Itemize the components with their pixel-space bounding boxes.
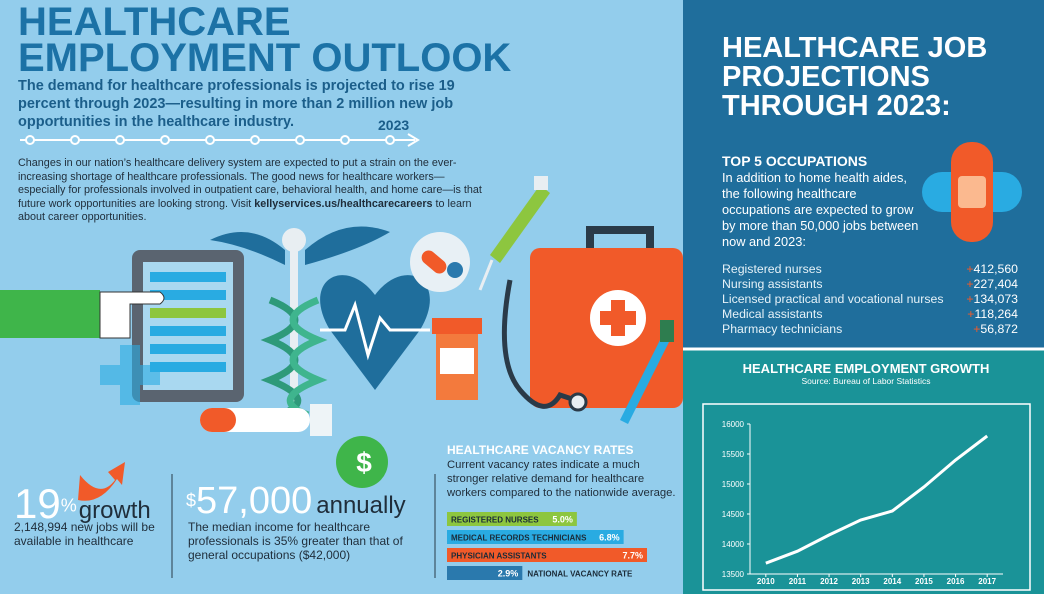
chart-title: HEALTHCARE EMPLOYMENT GROWTH [743, 361, 990, 376]
income-text: The median income for healthcare profess… [188, 520, 403, 562]
bar-value-label: 6.8% [599, 533, 620, 543]
x-tick-label: 2012 [820, 577, 838, 586]
income-stat: $57,000 annually [186, 480, 406, 523]
x-tick-label: 2017 [978, 577, 996, 586]
intro: Changes in our nation’s healthcare deliv… [18, 157, 488, 225]
bar [447, 548, 647, 562]
stat-unit: $ [186, 490, 197, 511]
growth-text: 2,148,994 new jobs will be available in … [14, 520, 155, 548]
projection-value: +118,264 [967, 307, 1018, 322]
occupation: Licensed practical and vocational nurses [722, 292, 944, 306]
number: 118,264 [974, 307, 1018, 321]
bar-category-label: PHYSICIAN ASSISTANTS [451, 552, 547, 561]
growth-chart-frame [702, 403, 1031, 591]
y-tick-label: 14500 [722, 510, 745, 519]
bar-value-label: 7.7% [622, 551, 643, 561]
bar [447, 512, 577, 526]
projection-row: Medical assistants +118,264 [722, 307, 1018, 322]
sign: + [966, 277, 974, 291]
x-tick-label: 2015 [915, 577, 933, 586]
y-tick-label: 15000 [722, 480, 745, 489]
bar-value-label: 5.0% [552, 515, 573, 525]
y-tick-label: 15500 [722, 450, 745, 459]
occupation: Pharmacy technicians [722, 322, 843, 336]
number: 134,073 [973, 292, 1018, 306]
y-tick-label: 13500 [722, 570, 745, 579]
projections-text: In addition to home health aides, the fo… [722, 170, 919, 249]
x-tick-label: 2010 [757, 577, 775, 586]
x-tick-label: 2016 [947, 577, 965, 586]
bar-value-label: 2.9% [498, 569, 519, 579]
x-tick-label: 2011 [789, 577, 807, 586]
stat-word: growth [78, 497, 151, 524]
bar [447, 566, 523, 580]
projections-title: HEALTHCARE JOB PROJECTIONS THROUGH 2023: [722, 32, 988, 122]
occupation: Nursing assistants [722, 277, 823, 291]
occupation: Medical assistants [722, 307, 823, 321]
bar-category-label: NATIONAL VACANCY RATE [527, 570, 633, 579]
bar-category-label: REGISTERED NURSES [451, 516, 539, 525]
growth-stat: 19%growth [14, 480, 151, 528]
x-tick-label: 2013 [852, 577, 870, 586]
projection-value: +412,560 [966, 262, 1018, 277]
sign: + [966, 262, 974, 276]
stat-unit: % [60, 495, 77, 516]
projection-value: +56,872 [973, 322, 1018, 337]
intro-text: to learn about career opportunities. [18, 197, 472, 224]
stat-number: 57,000 [196, 480, 313, 522]
projections-subtitle: TOP 5 OCCUPATIONS [722, 153, 868, 169]
intro-text: Changes in our nation’s healthcare deliv… [18, 157, 482, 210]
subtitle: The demand for healthcare professionals … [18, 78, 455, 130]
link[interactable]: kellyservices.us/healthcarecareers [254, 197, 433, 210]
vacancy-text: Current vacancy rates indicate a much st… [447, 459, 676, 499]
vacancy-title: HEALTHCARE VACANCY RATES [447, 443, 634, 457]
projection-row: Licensed practical and vocational nurses… [722, 292, 1018, 307]
growth-line [765, 434, 989, 565]
sign: + [966, 292, 974, 306]
number: 56,872 [980, 322, 1018, 336]
growth-panel [683, 350, 1044, 594]
projections-list: Registered nurses +412,560 Nursing assista… [722, 262, 1018, 337]
projection-value: +227,404 [966, 277, 1018, 292]
projection-row: Pharmacy technicians +56,872 [722, 322, 1018, 337]
timeline-label: 2023 [378, 117, 410, 133]
y-tick-label: 16000 [722, 420, 745, 429]
y-tick-label: 14000 [722, 540, 745, 549]
dollar-icon: $ [356, 447, 372, 478]
stat-word: annually [316, 492, 406, 519]
title: HEALTHCARE EMPLOYMENT OUTLOOK [18, 0, 512, 80]
stat-number: 19 [14, 480, 61, 527]
bar-category-label: MEDICAL RECORDS TECHNICIANS [451, 534, 587, 543]
timeline [20, 133, 420, 147]
sign: + [967, 307, 975, 321]
chart-subtitle: Source: Bureau of Labor Statistics [802, 376, 931, 386]
projection-value: +134,073 [966, 292, 1018, 307]
number: 412,560 [973, 262, 1018, 276]
occupation: Registered nurses [722, 262, 822, 276]
x-tick-label: 2014 [883, 577, 901, 586]
projection-row: Registered nurses +412,560 [722, 262, 1018, 277]
sign: + [973, 322, 981, 336]
illustration [0, 142, 1022, 578]
projection-row: Nursing assistants +227,404 [722, 277, 1018, 292]
number: 227,404 [973, 277, 1018, 291]
bar [447, 530, 624, 544]
